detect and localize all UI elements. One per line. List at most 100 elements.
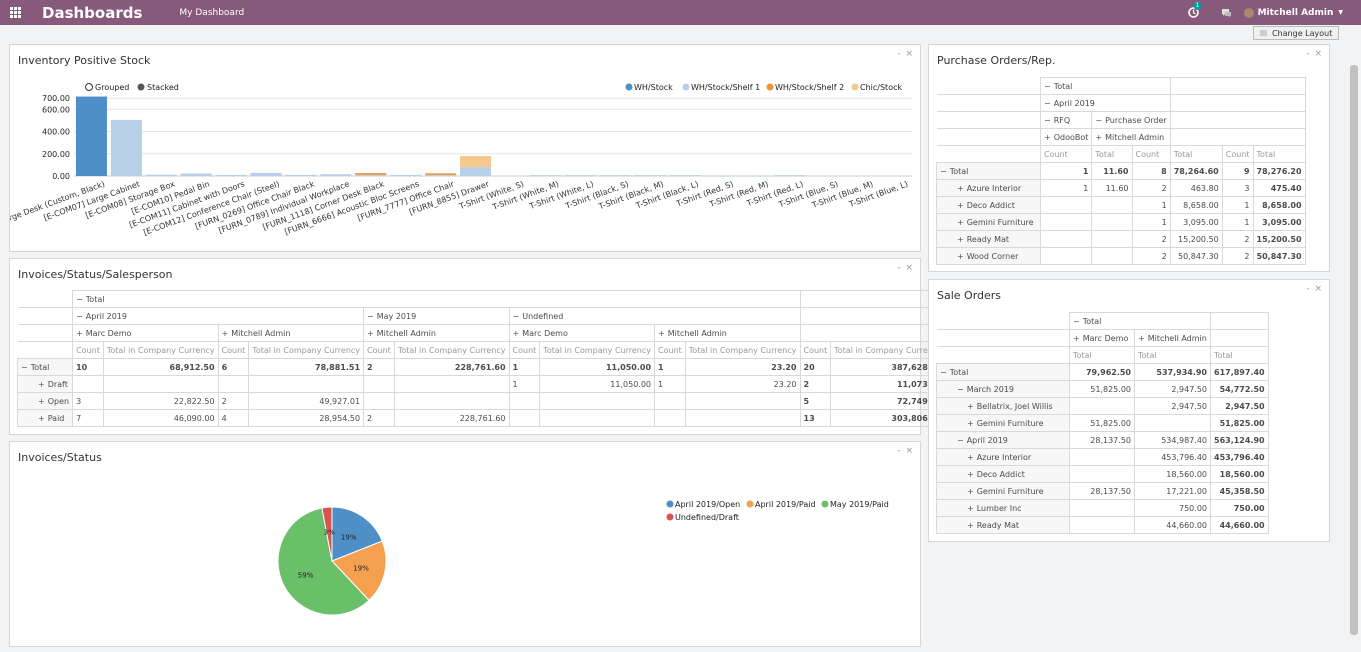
bar-wh-stock-shelf-1[interactable]	[145, 174, 177, 176]
pivot-header-cell[interactable]: + Draft	[16, 375, 74, 393]
bar-wh-stock-shelf-1[interactable]	[774, 175, 806, 177]
activity-icon[interactable]: 1	[1187, 2, 1202, 18]
bar-wh-stock-shelf-1[interactable]	[460, 167, 492, 176]
pie-slice[interactable]	[331, 506, 383, 562]
stacked-label[interactable]: Stacked	[147, 83, 179, 92]
pivot-header-cell[interactable]: + Marc Demo	[72, 324, 219, 342]
legend-swatch[interactable]	[666, 513, 674, 521]
panel-controls[interactable]: - ×	[897, 263, 914, 273]
pivot-header-cell[interactable]: − Total	[1069, 312, 1211, 330]
bar-wh-stock-shelf-1[interactable]	[704, 175, 736, 177]
bar-chic-stock[interactable]	[460, 156, 492, 168]
pivot-header-cell[interactable]: + Azure Interior	[936, 448, 1070, 466]
legend-label[interactable]: WH/Stock	[634, 83, 673, 92]
pivot-header-cell[interactable]: + Deco Addict	[936, 465, 1070, 483]
legend-label[interactable]: April 2019/Open	[675, 500, 740, 509]
pivot-header-cell[interactable]: + Paid	[16, 409, 74, 427]
grouped-label[interactable]: Grouped	[95, 83, 129, 92]
bar-wh-stock[interactable]	[75, 96, 107, 176]
legend-swatch[interactable]	[766, 83, 774, 91]
legend-label[interactable]: May 2019/Paid	[830, 500, 889, 509]
pivot-header-cell[interactable]: + Ready Mat	[936, 516, 1070, 534]
legend-swatch[interactable]	[682, 83, 690, 91]
pivot-header-cell[interactable]: + Wood Corner	[936, 247, 1041, 265]
pivot-header-cell[interactable]: + Marc Demo	[508, 324, 656, 342]
pivot-header-cell[interactable]: − May 2019	[363, 307, 510, 325]
pivot-header-cell[interactable]: − Total	[72, 290, 801, 308]
panel-controls[interactable]: - ×	[1306, 49, 1323, 59]
legend-label[interactable]: WH/Stock/Shelf 1	[691, 83, 760, 92]
user-menu-name[interactable]: Mitchell Admin	[1257, 7, 1334, 18]
legend-label[interactable]: WH/Stock/Shelf 2	[775, 83, 844, 92]
legend-label[interactable]: April 2019/Paid	[755, 500, 816, 509]
pivot-header-cell[interactable]: + Mitchell Admin	[1134, 329, 1211, 347]
legend-swatch[interactable]	[746, 500, 754, 508]
pivot-header-cell[interactable]: + Marc Demo	[1069, 329, 1135, 347]
pivot-header-cell[interactable]: − Total	[936, 363, 1070, 381]
app-title[interactable]: Dashboards	[42, 3, 143, 22]
bar-wh-stock-shelf-1[interactable]	[285, 174, 317, 176]
stacked-radio[interactable]	[137, 83, 145, 91]
grouped-radio[interactable]	[85, 83, 93, 91]
pivot-header-cell[interactable]: − March 2019	[936, 380, 1070, 398]
bar-wh-stock-shelf-1[interactable]	[390, 174, 422, 176]
pivot-header-cell[interactable]: − Undefined	[508, 307, 801, 325]
pivot-header-cell[interactable]: + Open	[16, 392, 74, 410]
pivot-header-cell[interactable]: + Lumber Inc	[936, 499, 1070, 517]
bar-wh-stock-shelf-1[interactable]	[634, 175, 666, 177]
pie-slice[interactable]	[331, 540, 387, 602]
bar-wh-stock-shelf-1[interactable]	[529, 175, 561, 177]
bar-wh-stock-shelf-2[interactable]	[355, 173, 387, 175]
bar-wh-stock-shelf-1[interactable]	[669, 175, 701, 177]
panel-controls[interactable]: - ×	[897, 49, 914, 59]
pivot-header-cell[interactable]: + Deco Addict	[936, 196, 1041, 214]
pivot-header-cell[interactable]: − Purchase Order	[1091, 111, 1171, 129]
pivot-header-cell[interactable]: + Bellatrix, Joel Willis	[936, 397, 1070, 415]
breadcrumb-my-dashboard[interactable]: My Dashboard	[179, 7, 245, 18]
pie-slice[interactable]	[321, 506, 333, 562]
pivot-header-cell[interactable]: − April 2019	[936, 431, 1070, 449]
bar-wh-stock-shelf-1[interactable]	[355, 174, 387, 176]
pivot-header-cell[interactable]: + Mitchell Admin	[363, 324, 510, 342]
pivot-header-cell[interactable]: − April 2019	[1040, 94, 1171, 112]
pivot-header-cell[interactable]: − Total	[16, 358, 74, 376]
legend-swatch[interactable]	[851, 83, 859, 91]
bar-wh-stock-shelf-1[interactable]	[564, 175, 596, 177]
bar-wh-stock-shelf-2[interactable]	[425, 173, 457, 175]
pivot-header-cell[interactable]: − April 2019	[72, 307, 365, 325]
pivot-header-cell[interactable]: + Mitchell Admin	[654, 324, 801, 342]
pivot-header-cell[interactable]: + Gemini Furniture	[936, 482, 1070, 500]
pivot-header-cell[interactable]: + Mitchell Admin	[1091, 128, 1171, 146]
legend-swatch[interactable]	[625, 83, 633, 91]
user-avatar[interactable]	[1243, 7, 1254, 18]
pivot-header-cell[interactable]: + OdooBot	[1039, 128, 1093, 146]
panel-inventory-positive-stock: Inventory Positive Stock - × 0.00 200.00 4…	[9, 44, 921, 252]
legend-swatch[interactable]	[666, 500, 674, 508]
pivot-header-cell[interactable]: − Total	[1040, 77, 1171, 95]
panel-controls[interactable]: - ×	[1306, 284, 1323, 294]
bar-wh-stock-shelf-1[interactable]	[250, 172, 282, 176]
legend-swatch[interactable]	[821, 500, 829, 508]
legend-label[interactable]: Chic/Stock	[860, 83, 902, 92]
bar-wh-stock-shelf-1[interactable]	[739, 175, 771, 177]
bar-wh-stock-shelf-1[interactable]	[180, 173, 212, 176]
chat-icon[interactable]	[1221, 8, 1232, 18]
bar-wh-stock-shelf-1[interactable]	[215, 174, 247, 176]
legend-label[interactable]: Undefined/Draft	[675, 513, 739, 522]
bar-wh-stock-shelf-1[interactable]	[110, 119, 142, 176]
bar-wh-stock-shelf-1[interactable]	[599, 175, 631, 177]
page-scrollbar[interactable]	[1350, 65, 1358, 635]
change-layout-button[interactable]: Change Layout	[1253, 26, 1340, 40]
apps-menu-icon[interactable]	[0, 0, 30, 25]
pivot-header-cell[interactable]: + Gemini Furniture	[936, 213, 1041, 231]
pie-slice[interactable]	[277, 507, 370, 616]
pivot-header-cell[interactable]: − Total	[936, 162, 1041, 180]
panel-controls[interactable]: - ×	[897, 446, 914, 456]
pivot-header-cell[interactable]: + Mitchell Admin	[217, 324, 365, 342]
pivot-header-cell[interactable]: − RFQ	[1039, 111, 1093, 129]
pivot-header-cell[interactable]: + Azure Interior	[936, 179, 1041, 197]
bar-wh-stock-shelf-1[interactable]	[425, 174, 457, 176]
pivot-header-cell[interactable]: + Ready Mat	[936, 230, 1041, 248]
pivot-header-cell[interactable]: + Gemini Furniture	[936, 414, 1070, 432]
bar-wh-stock-shelf-1[interactable]	[320, 174, 352, 176]
